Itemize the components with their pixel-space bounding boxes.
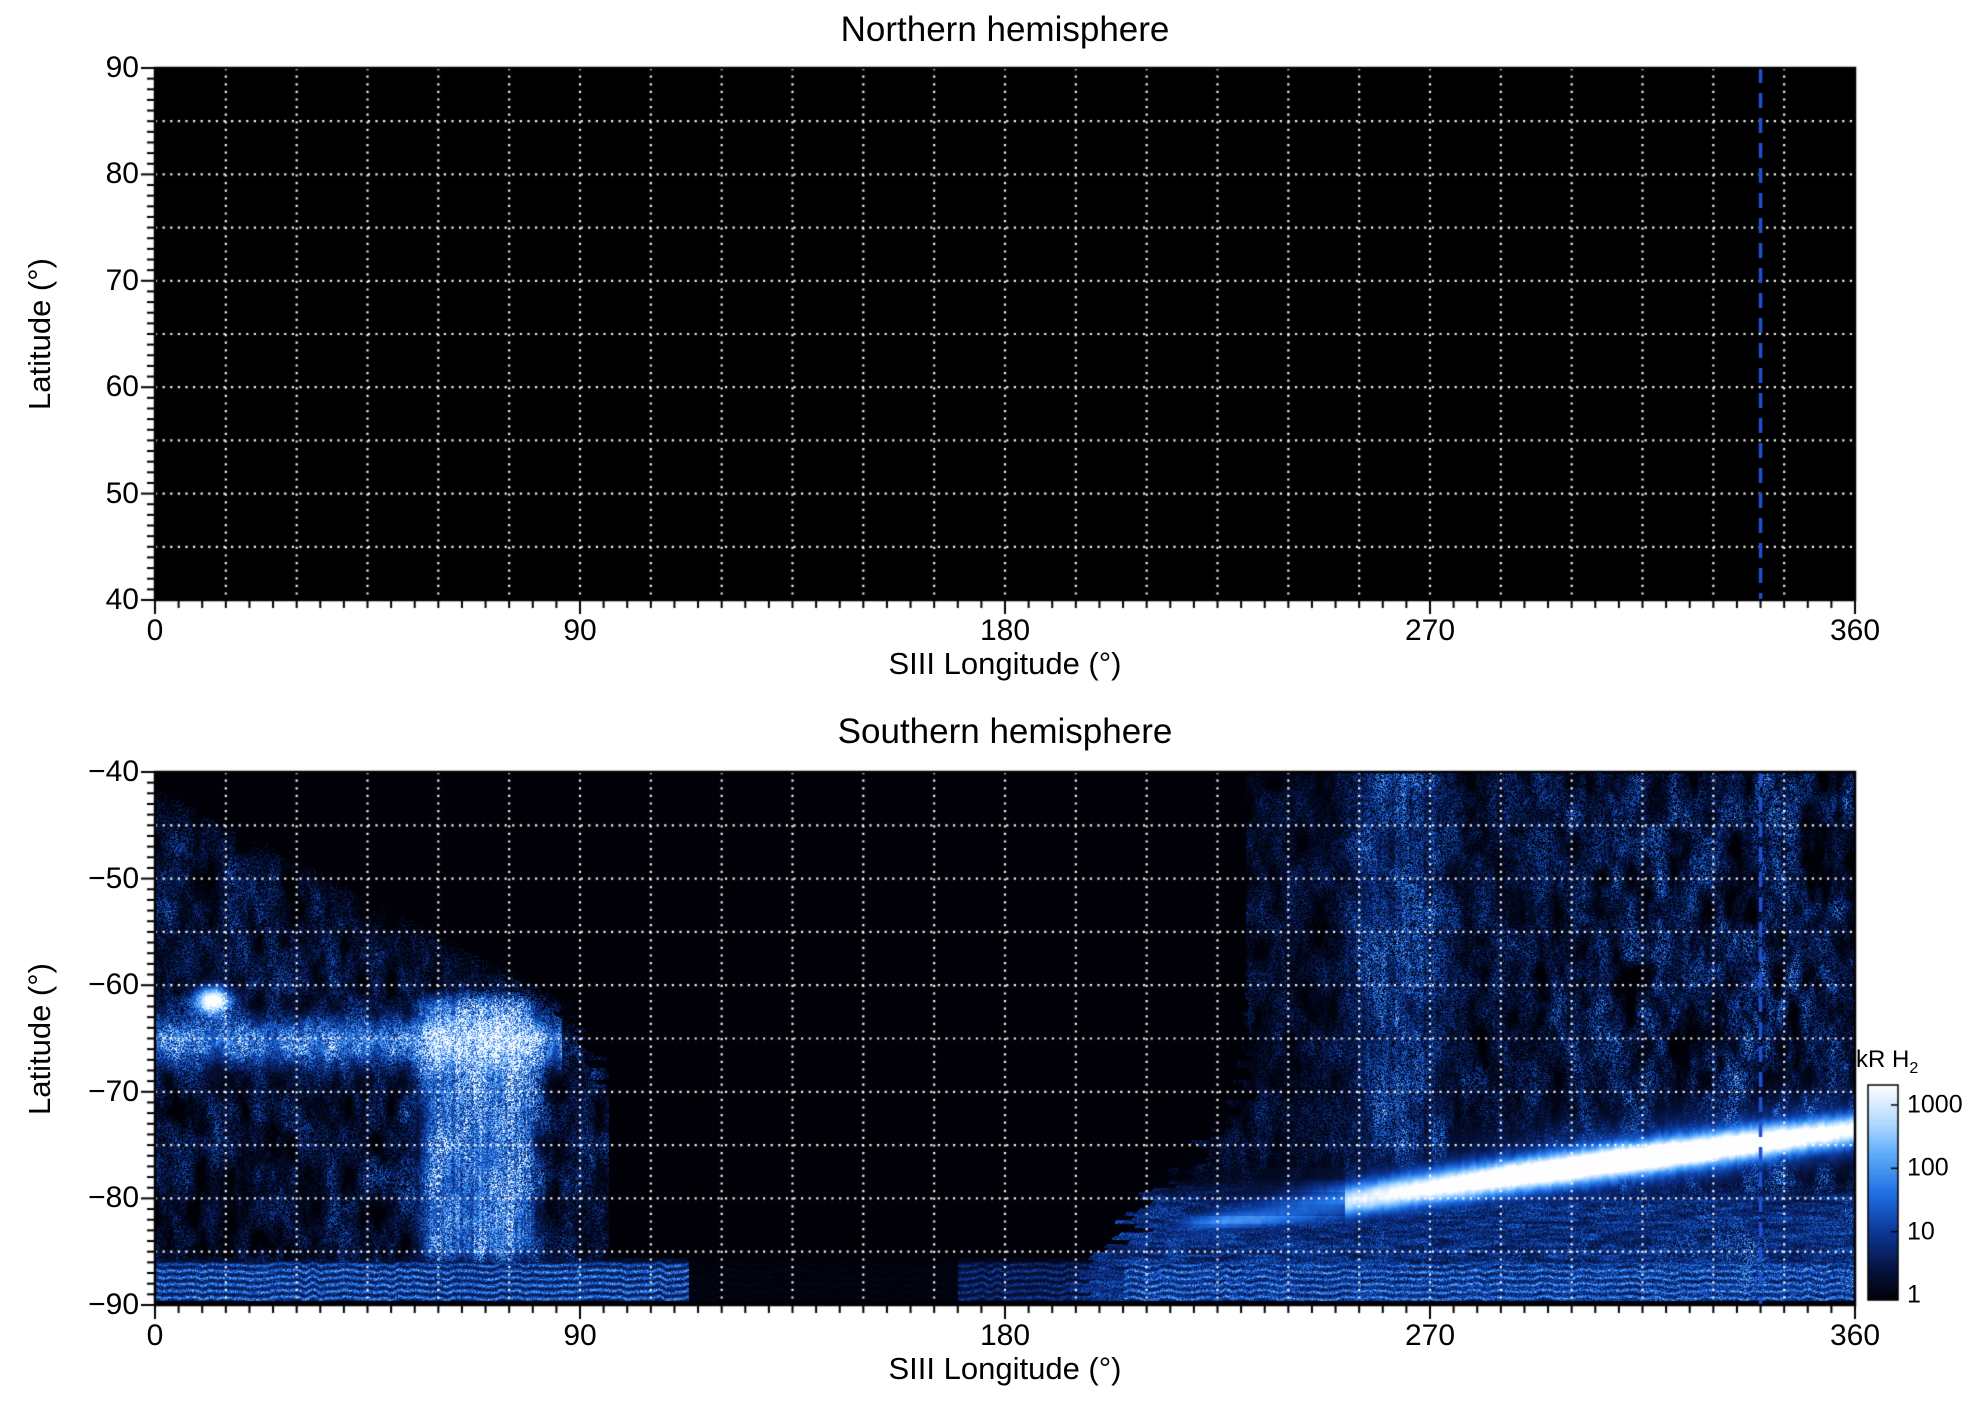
south-panel-title: Southern hemisphere bbox=[837, 712, 1173, 751]
colorbar-label-subscript: 2 bbox=[1909, 1059, 1919, 1077]
x-tick-label: 90 bbox=[563, 1319, 597, 1352]
x-tick-label: 270 bbox=[1404, 1319, 1456, 1352]
y-tick-label: −60 bbox=[88, 968, 139, 1002]
x-tick-label: 90 bbox=[563, 614, 597, 647]
south-yaxis-label: Latitude (°) bbox=[22, 962, 57, 1115]
colorbar-label-text: kR H bbox=[1856, 1046, 1910, 1073]
y-tick-label: 80 bbox=[105, 157, 139, 191]
colorbar-tick-label: 1000 bbox=[1907, 1090, 1963, 1119]
y-tick-label: −40 bbox=[88, 755, 139, 788]
y-tick-label: −50 bbox=[88, 861, 139, 895]
colorbar-tick-label: 100 bbox=[1907, 1153, 1949, 1182]
y-tick-label: 70 bbox=[105, 263, 139, 297]
y-tick-label: 50 bbox=[105, 476, 139, 510]
x-tick-label: 180 bbox=[979, 1319, 1031, 1352]
x-tick-label: 0 bbox=[146, 614, 164, 647]
y-tick-label: 60 bbox=[105, 370, 139, 404]
y-tick-label: 40 bbox=[105, 583, 139, 616]
x-tick-label: 0 bbox=[146, 1319, 164, 1352]
x-tick-label: 360 bbox=[1829, 614, 1881, 647]
x-tick-label: 180 bbox=[979, 614, 1031, 647]
y-tick-label: −80 bbox=[88, 1181, 139, 1215]
y-tick-label: −70 bbox=[88, 1074, 139, 1108]
north-yaxis-label: Latitude (°) bbox=[22, 258, 57, 410]
colorbar-label: kR H2 bbox=[1856, 1046, 1918, 1078]
y-tick-label: 90 bbox=[105, 51, 139, 84]
y-tick-label: −90 bbox=[88, 1288, 139, 1321]
south-xaxis-label: SIII Longitude (°) bbox=[888, 1351, 1122, 1386]
x-tick-label: 270 bbox=[1404, 614, 1456, 647]
north-xaxis-label: SIII Longitude (°) bbox=[888, 646, 1122, 681]
colorbar-tick-label: 1 bbox=[1907, 1280, 1921, 1309]
colorbar-tick-label: 10 bbox=[1907, 1217, 1935, 1246]
x-tick-label: 360 bbox=[1829, 1319, 1881, 1352]
north-panel-title: Northern hemisphere bbox=[840, 10, 1170, 49]
